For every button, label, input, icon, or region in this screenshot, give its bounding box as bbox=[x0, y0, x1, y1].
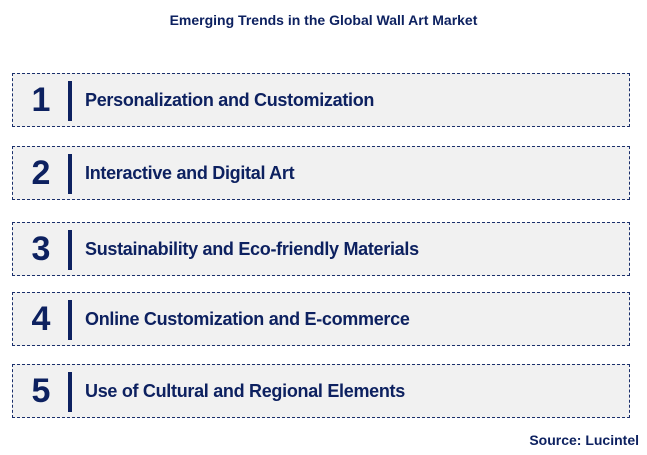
diagram-title: Emerging Trends in the Global Wall Art M… bbox=[169, 12, 478, 28]
trend-number: 5 bbox=[31, 371, 51, 410]
trend-number: 3 bbox=[31, 229, 51, 268]
trend-number: 2 bbox=[31, 153, 51, 192]
trend-number: 4 bbox=[31, 299, 51, 338]
trend-item-5: 5 Use of Cultural and Regional Elements bbox=[12, 364, 630, 418]
trend-item-4: 4 Online Customization and E-commerce bbox=[12, 292, 630, 346]
trend-item-2: 2 Interactive and Digital Art bbox=[12, 146, 630, 200]
trend-label: Use of Cultural and Regional Elements bbox=[85, 380, 405, 401]
divider bbox=[68, 154, 72, 194]
trend-number: 1 bbox=[31, 80, 51, 119]
divider bbox=[68, 81, 72, 121]
trend-label: Interactive and Digital Art bbox=[85, 162, 295, 183]
trend-item-3: 3 Sustainability and Eco-friendly Materi… bbox=[12, 222, 630, 276]
trend-item-1: 1 Personalization and Customization bbox=[12, 73, 630, 127]
divider bbox=[68, 300, 72, 340]
divider bbox=[68, 230, 72, 270]
divider bbox=[68, 372, 72, 412]
source-credit: Source: Lucintel bbox=[529, 432, 639, 448]
trend-label: Sustainability and Eco-friendly Material… bbox=[85, 238, 419, 259]
trend-label: Personalization and Customization bbox=[85, 89, 375, 110]
trend-label: Online Customization and E-commerce bbox=[85, 308, 410, 329]
